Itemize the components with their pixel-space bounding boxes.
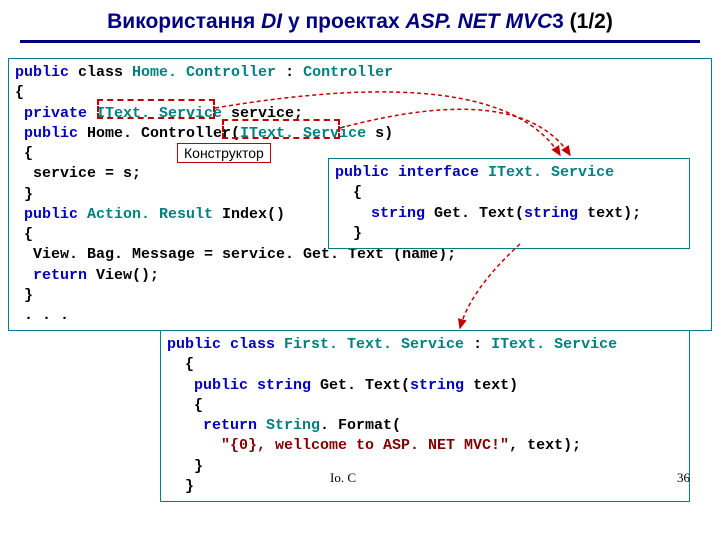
title-paren: (1/2) [564, 10, 613, 33]
title-di: DI [261, 10, 282, 33]
title-asp: ASP. NET MVC [405, 10, 552, 33]
page-number: 36 [677, 470, 690, 486]
title-mid: у проектах [282, 10, 405, 33]
impl-code-block: public class First. Text. Service : ITex… [160, 330, 690, 502]
title-underline [20, 40, 700, 43]
title-pre: Використання [107, 10, 261, 33]
footer-label: Io. C [330, 470, 356, 486]
title-three: 3 [552, 10, 564, 33]
highlight-box-param-type [222, 119, 340, 139]
highlight-box-field-type [97, 99, 215, 119]
slide-title: Використання DI у проектах ASP. NET MVC3… [0, 0, 720, 38]
interface-code-block: public interface IText. Service { string… [328, 158, 690, 249]
constructor-label: Конструктор [177, 143, 271, 163]
